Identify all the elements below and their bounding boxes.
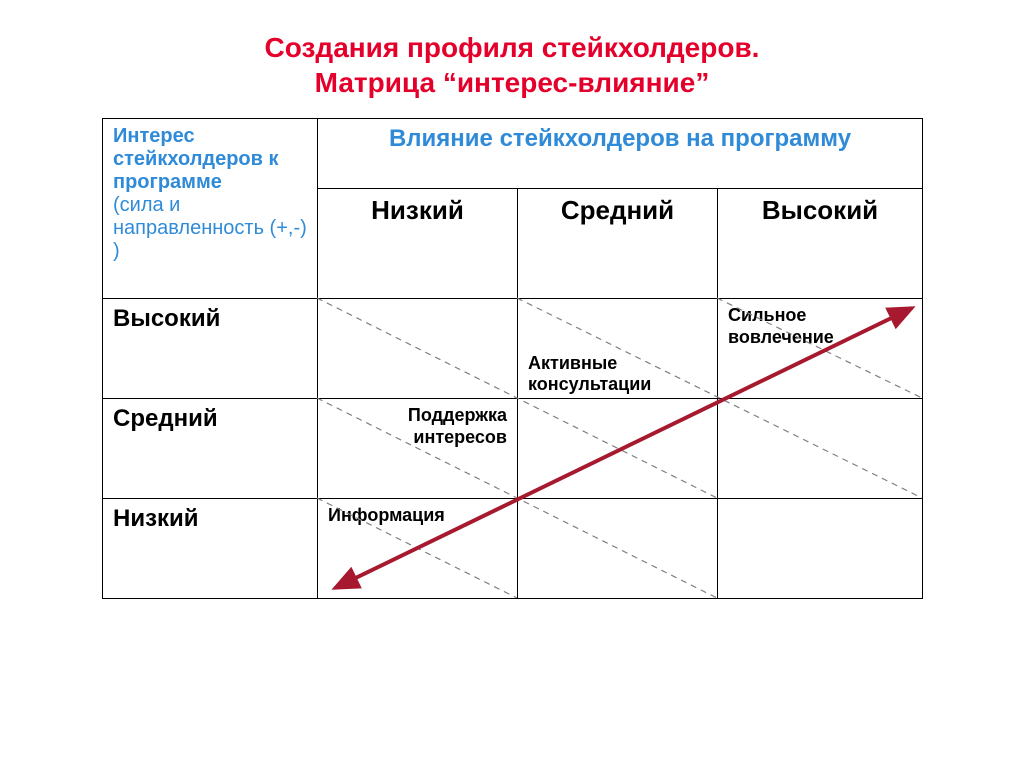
- cell-low-high: [718, 499, 923, 599]
- cell-low-low: Информация: [318, 499, 518, 599]
- header-interest: Интерес стейкхолдеров к программе (сила …: [103, 119, 318, 299]
- title-block: Создания профиля стейкхолдеров. Матрица …: [0, 0, 1024, 100]
- cell-medium-medium: [518, 399, 718, 499]
- interest-influence-matrix: Интерес стейкхолдеров к программе (сила …: [102, 118, 923, 599]
- header-interest-sub: (сила и направленность (+,-) ): [113, 194, 307, 262]
- page: Создания профиля стейкхолдеров. Матрица …: [0, 0, 1024, 767]
- col-label-low: Низкий: [318, 189, 518, 299]
- title-line-2: Матрица “интерес-влияние”: [0, 65, 1024, 100]
- cell-high-high: Сильное вовлечение: [718, 299, 923, 399]
- cell-high-high-text: Сильное вовлечение: [728, 305, 912, 348]
- header-interest-main: Интерес стейкхолдеров к программе: [113, 125, 279, 193]
- matrix-container: Интерес стейкхолдеров к программе (сила …: [102, 118, 922, 599]
- cell-low-medium: [518, 499, 718, 599]
- title-line-1: Создания профиля стейкхолдеров.: [0, 30, 1024, 65]
- cell-low-low-text: Информация: [328, 505, 507, 527]
- col-label-high: Высокий: [718, 189, 923, 299]
- row-label-low: Низкий: [103, 499, 318, 599]
- row-label-medium: Средний: [103, 399, 318, 499]
- cell-high-medium: Активные консультации: [518, 299, 718, 399]
- col-label-medium: Средний: [518, 189, 718, 299]
- header-influence: Влияние стейкхолдеров на программу: [318, 119, 923, 189]
- row-label-high: Высокий: [103, 299, 318, 399]
- cell-medium-low-text: Поддержка интересов: [328, 405, 507, 448]
- cell-medium-low: Поддержка интересов: [318, 399, 518, 499]
- cell-high-low: [318, 299, 518, 399]
- cell-high-medium-text: Активные консультации: [528, 353, 707, 396]
- cell-medium-high: [718, 399, 923, 499]
